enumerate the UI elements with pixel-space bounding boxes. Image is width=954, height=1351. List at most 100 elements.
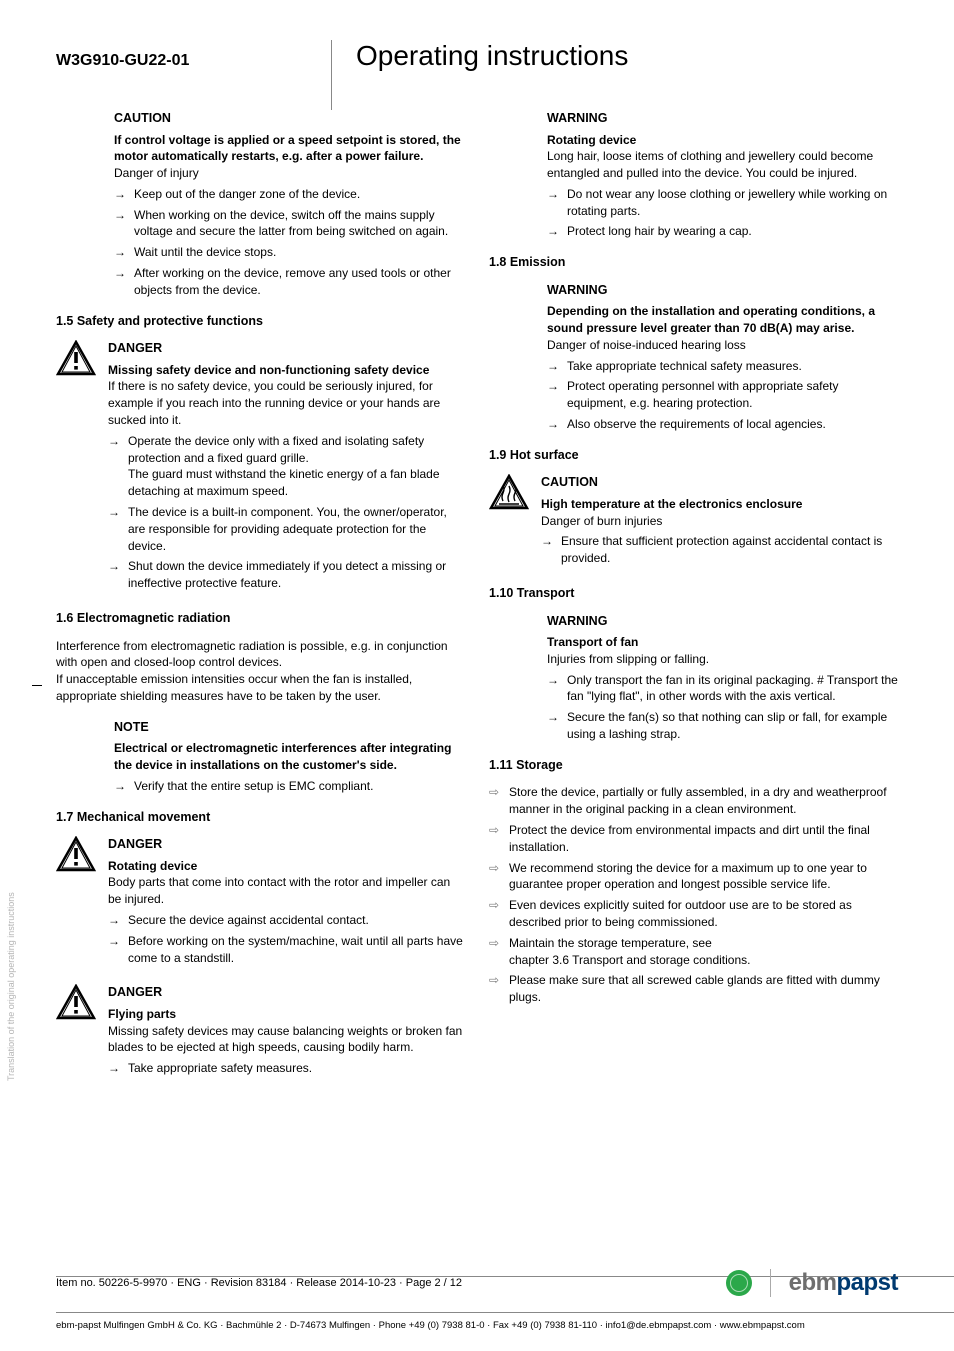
footer-brand: ebmpapst (726, 1269, 898, 1297)
warning-head: WARNING (547, 613, 898, 631)
danger-head: DANGER (108, 340, 465, 358)
storage-list: Store the device, partially or fully ass… (489, 784, 898, 1006)
warning-head: WARNING (547, 282, 898, 300)
hot-surface-block: CAUTION High temperature at the electron… (489, 474, 898, 571)
danger-bold: Flying parts (108, 1006, 465, 1023)
danger-body: Body parts that come into contact with t… (108, 874, 465, 908)
warning-rotating: WARNING Rotating device Long hair, loose… (489, 110, 898, 240)
warning-bold: Depending on the installation and operat… (547, 303, 898, 337)
brand-logo: ebmpapst (789, 1269, 898, 1297)
list-item: Only transport the fan in its original p… (547, 672, 898, 706)
transport-block: WARNING Transport of fan Injuries from s… (489, 613, 898, 743)
caution-bold: High temperature at the electronics encl… (541, 496, 898, 513)
list-item: Please make sure that all screwed cable … (489, 972, 898, 1006)
list-item: Even devices explicitly suited for outdo… (489, 897, 898, 931)
list-item: Wait until the device stops. (114, 244, 465, 261)
list-item: Secure the device against accidental con… (108, 912, 465, 929)
danger-list: Take appropriate safety measures. (108, 1060, 465, 1077)
list-item: Protect the device from environmental im… (489, 822, 898, 856)
emission-block: WARNING Depending on the installation an… (489, 282, 898, 433)
list-item: We recommend storing the device for a ma… (489, 860, 898, 894)
fold-mark (32, 685, 42, 686)
caution-bold: If control voltage is applied or a speed… (114, 132, 465, 166)
list-item: Shut down the device immediately if you … (108, 558, 465, 592)
warning-list: Do not wear any loose clothing or jewell… (547, 186, 898, 240)
list-item: Do not wear any loose clothing or jewell… (547, 186, 898, 220)
danger-head: DANGER (108, 984, 465, 1002)
section-1-5-title: 1.5 Safety and protective functions (56, 313, 465, 331)
s16-p2: If unacceptable emission intensities occ… (56, 671, 465, 705)
danger-text: DANGER Rotating device Body parts that c… (108, 836, 465, 970)
danger-block-1-7a: DANGER Rotating device Body parts that c… (56, 836, 465, 970)
list-item: Take appropriate safety measures. (108, 1060, 465, 1077)
list-item: Also observe the requirements of local a… (547, 416, 898, 433)
header-divider (331, 40, 332, 110)
list-item: After working on the device, remove any … (114, 265, 465, 299)
note-head: NOTE (114, 719, 465, 737)
note-list: Verify that the entire setup is EMC comp… (114, 778, 465, 795)
warning-list: Take appropriate technical safety measur… (547, 358, 898, 433)
list-item: Operate the device only with a fixed and… (108, 433, 465, 500)
list-item: When working on the device, switch off t… (114, 207, 465, 241)
warning-body: Long hair, loose items of clothing and j… (547, 148, 898, 182)
section-1-11-title: 1.11 Storage (489, 757, 898, 775)
caution-line: Danger of burn injuries (541, 513, 898, 530)
note-bold: Electrical or electromagnetic interferen… (114, 740, 465, 774)
danger-body: If there is no safety device, you could … (108, 378, 465, 428)
brand-divider (770, 1269, 771, 1297)
left-column: CAUTION If control voltage is applied or… (56, 110, 465, 1095)
section-1-9-title: 1.9 Hot surface (489, 447, 898, 465)
danger-head: DANGER (108, 836, 465, 854)
danger-block-1-7b: DANGER Flying parts Missing safety devic… (56, 984, 465, 1081)
warning-icon (56, 340, 98, 379)
side-translation-note: Translation of the original operating in… (6, 892, 16, 1081)
danger-list: Operate the device only with a fixed and… (108, 433, 465, 592)
caution-list: Ensure that sufficient protection agains… (541, 533, 898, 567)
danger-text: DANGER Missing safety device and non-fun… (108, 340, 465, 596)
warning-bold: Rotating device (547, 132, 898, 149)
list-item: Take appropriate technical safety measur… (547, 358, 898, 375)
danger-list: Secure the device against accidental con… (108, 912, 465, 966)
caution-head: CAUTION (114, 110, 465, 128)
danger-text: DANGER Flying parts Missing safety devic… (108, 984, 465, 1081)
hot-surface-icon (489, 474, 531, 513)
warning-icon (56, 836, 98, 875)
page: Translation of the original operating in… (0, 0, 954, 1351)
danger-bold: Rotating device (108, 858, 465, 875)
section-1-10-title: 1.10 Transport (489, 585, 898, 603)
warning-icon (56, 984, 98, 1023)
list-item: Protect long hair by wearing a cap. (547, 223, 898, 240)
section-1-8-title: 1.8 Emission (489, 254, 898, 272)
warning-line: Danger of noise-induced hearing loss (547, 337, 898, 354)
list-item: Maintain the storage temperature, see ch… (489, 935, 898, 969)
danger-body: Missing safety devices may cause balanci… (108, 1023, 465, 1057)
footer-legal: ebm-papst Mulfingen GmbH & Co. KG · Bach… (56, 1320, 954, 1331)
page-header: W3G910-GU22-01 Operating instructions (56, 40, 898, 70)
list-item: Secure the fan(s) so that nothing can sl… (547, 709, 898, 743)
warning-line: Injuries from slipping or falling. (547, 651, 898, 668)
section-1-7-title: 1.7 Mechanical movement (56, 809, 465, 827)
caution-block: CAUTION If control voltage is applied or… (56, 110, 465, 299)
warning-bold: Transport of fan (547, 634, 898, 651)
product-code: W3G910-GU22-01 (56, 52, 189, 70)
danger-bold: Missing safety device and non-functionin… (108, 362, 465, 379)
section-1-6-title: 1.6 Electromagnetic radiation (56, 610, 465, 628)
s16-p1: Interference from electromagnetic radiat… (56, 638, 465, 672)
danger-block-1-5: DANGER Missing safety device and non-fun… (56, 340, 465, 596)
footer-primary: Item no. 50226-5-9970 · ENG · Revision 8… (56, 1269, 898, 1297)
content-columns: CAUTION If control voltage is applied or… (56, 110, 898, 1095)
caution-head: CAUTION (541, 474, 898, 492)
list-item: Keep out of the danger zone of the devic… (114, 186, 465, 203)
right-column: WARNING Rotating device Long hair, loose… (489, 110, 898, 1095)
note-block: NOTE Electrical or electromagnetic inter… (56, 719, 465, 795)
list-item: Verify that the entire setup is EMC comp… (114, 778, 465, 795)
warning-list: Only transport the fan in its original p… (547, 672, 898, 743)
brand-part-a: ebm (789, 1269, 837, 1296)
caution-text: CAUTION High temperature at the electron… (541, 474, 898, 571)
list-item: Before working on the system/machine, wa… (108, 933, 465, 967)
caution-list: Keep out of the danger zone of the devic… (114, 186, 465, 299)
list-item: Store the device, partially or fully ass… (489, 784, 898, 818)
footer-rule-bottom (56, 1312, 954, 1313)
list-item: Ensure that sufficient protection agains… (541, 533, 898, 567)
section-1-6-body: Interference from electromagnetic radiat… (56, 638, 465, 705)
